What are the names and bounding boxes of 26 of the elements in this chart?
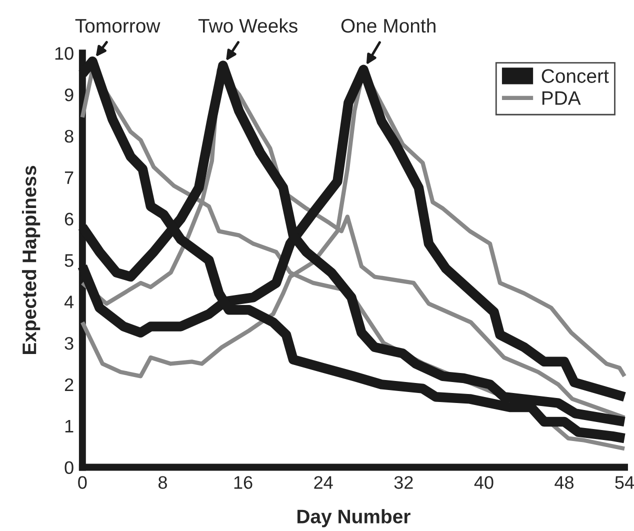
y-tick-label: 2 bbox=[64, 378, 74, 391]
y-tick-label: 7 bbox=[64, 171, 74, 184]
x-tick-label: 24 bbox=[314, 476, 333, 489]
y-tick-label: 8 bbox=[64, 130, 74, 143]
y-tick-label: 5 bbox=[64, 254, 74, 267]
x-tick-label: 54 bbox=[615, 476, 634, 489]
x-tick-label: 48 bbox=[554, 476, 574, 489]
annotation: Two Weeks bbox=[198, 18, 298, 33]
x-tick-label: 0 bbox=[78, 476, 87, 489]
x-tick-label: 16 bbox=[234, 476, 252, 489]
x-axis-title: Day Number bbox=[297, 509, 410, 528]
y-tick-label: 1 bbox=[65, 420, 74, 432]
legend-label: Concert bbox=[542, 69, 609, 83]
y-axis-title: Expected Happiness bbox=[22, 166, 40, 354]
legend-label: PDA bbox=[542, 91, 581, 105]
y-tick-label: 3 bbox=[64, 336, 74, 350]
x-tick-label: 8 bbox=[158, 476, 167, 489]
y-tick-label: 9 bbox=[64, 88, 74, 102]
annotation: One Month bbox=[341, 18, 436, 33]
y-tick-label: 10 bbox=[55, 47, 74, 60]
x-tick-label: 32 bbox=[394, 476, 413, 489]
annotation: Tomorrow bbox=[75, 19, 160, 33]
x-tick-label: 40 bbox=[474, 476, 494, 489]
y-tick-label: 0 bbox=[64, 461, 74, 474]
y-tick-label: 4 bbox=[64, 296, 74, 308]
y-tick-label: 6 bbox=[64, 212, 74, 226]
